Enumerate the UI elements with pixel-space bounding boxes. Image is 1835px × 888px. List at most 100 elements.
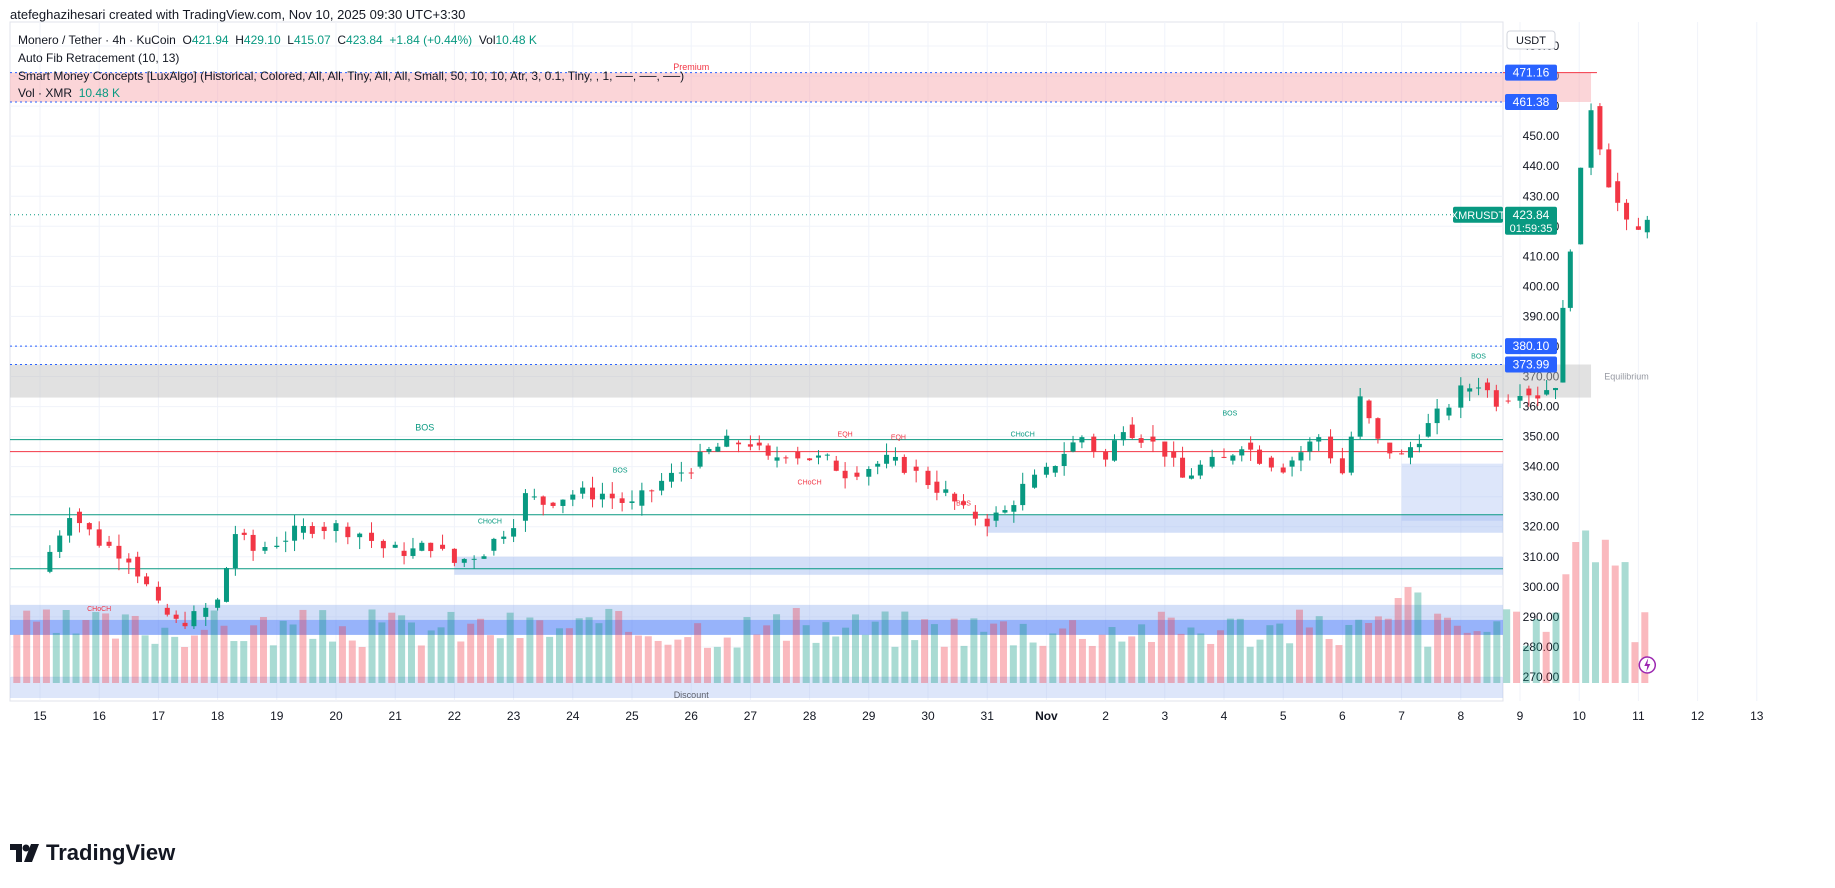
volume-bar [1019, 623, 1027, 683]
candle-body [67, 518, 73, 536]
volume-bar [1414, 592, 1422, 683]
x-tick-label: 21 [389, 709, 403, 723]
volume-bar [595, 623, 603, 683]
price-tag-373: 373.99 [1513, 358, 1550, 372]
x-tick-label: 18 [211, 709, 225, 723]
candle-body [697, 451, 703, 467]
volume-bar [1532, 619, 1540, 683]
legend-indicator-fib[interactable]: Auto Fib Retracement (10, 13) [18, 51, 180, 65]
volume-bar [1365, 623, 1373, 683]
x-tick-label: 28 [803, 709, 817, 723]
candle-body [1307, 441, 1313, 452]
legend-indicator-vol[interactable]: Vol · XMR 10.48 K [18, 86, 120, 100]
premium-label: Premium [673, 62, 709, 72]
candle-body [1061, 453, 1067, 466]
volume-bar [1325, 638, 1333, 683]
y-tick-label: 450.00 [1523, 129, 1560, 143]
volume-bar [92, 612, 100, 683]
volume-bar [1305, 627, 1313, 683]
candle-body [1387, 442, 1393, 454]
candle-body [369, 532, 375, 541]
volume-bar [1562, 574, 1570, 683]
volume-bar [200, 629, 208, 683]
volume-bar [1177, 633, 1185, 683]
candle-body [531, 496, 537, 498]
volume-bar [585, 617, 593, 683]
volume-bar [368, 609, 376, 683]
volume-bar [250, 625, 258, 683]
volume-bar [1207, 643, 1215, 683]
x-tick-label: 4 [1221, 709, 1228, 723]
candle-body [560, 499, 566, 506]
volume-bar [111, 638, 119, 683]
candle-body [1535, 395, 1541, 399]
candle-body [1446, 407, 1452, 416]
volume-bar [654, 640, 662, 683]
candle-body [1020, 483, 1026, 506]
candle-body [1434, 408, 1440, 424]
legend-vol-label: Vol [478, 33, 496, 47]
volume-bar [1197, 633, 1205, 683]
tradingview-logo[interactable]: TradingView [10, 840, 175, 866]
choch-label: CHoCH [1011, 432, 1035, 439]
volume-bar [1424, 646, 1432, 683]
candle-body [451, 548, 457, 563]
candle-body [191, 611, 197, 627]
legend-change: +1.84 (+0.44%) [389, 33, 473, 47]
candle-body [774, 457, 780, 461]
candle-body [86, 523, 92, 530]
candle-body [1171, 451, 1177, 458]
y-tick-label: 330.00 [1523, 490, 1560, 504]
volume-bar [417, 645, 425, 683]
price-tag-380: 380.10 [1513, 339, 1550, 353]
choch-label: CHoCH [478, 519, 502, 526]
volume-bar [388, 612, 396, 683]
volume-bar [1078, 638, 1086, 683]
candle-body [1588, 110, 1594, 168]
volume-bar [1582, 530, 1590, 683]
volume-bar [536, 620, 544, 683]
legend-indicator-smc[interactable]: Smart Money Concepts [LuxAlgo] (Historic… [18, 69, 685, 83]
y-tick-label: 440.00 [1523, 159, 1560, 173]
candle-body [724, 435, 730, 447]
last-price-tag-bg [1505, 206, 1557, 235]
legend-symbol: Monero / Tether · 4h · KuCoin [18, 33, 176, 47]
y-tick-label: 340.00 [1523, 460, 1560, 474]
candle-body [824, 454, 830, 456]
volume-bar [1167, 617, 1175, 683]
candle-body [345, 526, 351, 538]
x-tick-label: 24 [566, 709, 580, 723]
y-tick-label: 300.00 [1523, 580, 1560, 594]
candle-body [842, 470, 848, 479]
volume-bar [930, 624, 938, 683]
volume-bar [575, 618, 583, 683]
volume-bar [269, 645, 277, 683]
candle-body [1606, 149, 1612, 188]
price-tag-471-bg [1505, 64, 1557, 81]
candle-body [866, 468, 872, 477]
candle-body [401, 550, 407, 556]
volume-bar [1059, 628, 1067, 683]
demand-zone [1401, 463, 1503, 521]
candle-body [629, 501, 635, 503]
volume-bar [1098, 634, 1106, 683]
volume-bar [1128, 636, 1136, 683]
candle-body [223, 568, 229, 602]
candle-body [1091, 436, 1097, 452]
volume-bar [1443, 617, 1451, 683]
x-tick-label: 6 [1339, 709, 1346, 723]
candle-body [649, 490, 655, 492]
candle-body [511, 528, 517, 537]
y-tick-label: 410.00 [1523, 249, 1560, 263]
candle-body [1357, 396, 1363, 437]
x-tick-label: 19 [270, 709, 284, 723]
volume-bar [901, 611, 909, 683]
volume-bar [634, 635, 642, 683]
candle-body [1209, 456, 1215, 467]
x-tick-label: 9 [1517, 709, 1524, 723]
candle-body [47, 551, 53, 572]
volume-bar [62, 609, 70, 683]
candle-body [550, 502, 556, 506]
